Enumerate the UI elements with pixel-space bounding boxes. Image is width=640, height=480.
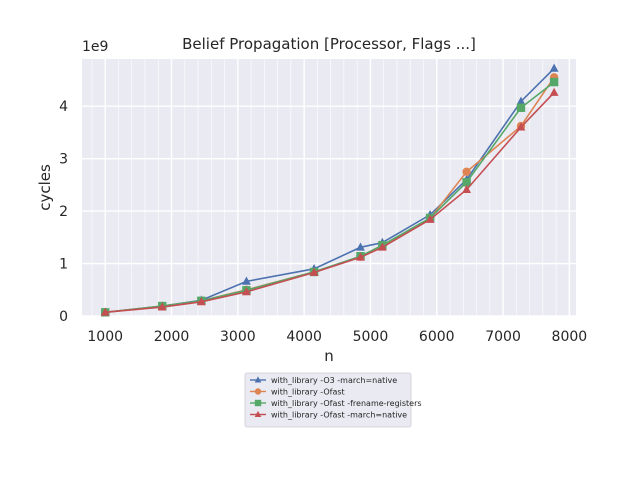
data-point [356, 252, 365, 261]
legend-box [244, 372, 412, 428]
data-point [196, 297, 206, 306]
x-axis-label: n [324, 347, 334, 365]
data-point [549, 77, 559, 87]
legend-label: with_library -O3 -march=native [271, 376, 397, 385]
data-point [309, 267, 319, 276]
legend-label: with_library -Ofast -frename-registers [271, 399, 422, 408]
x-tick-label: 8000 [552, 329, 588, 345]
data-point [377, 242, 387, 251]
data-point [356, 242, 365, 251]
legend-label: with_library -Ofast [271, 388, 345, 397]
data-point [516, 122, 526, 131]
y-axis-label: cycles [36, 164, 54, 211]
x-tick-label: 5000 [353, 329, 389, 345]
data-point [516, 103, 526, 112]
data-point [516, 96, 526, 105]
chart-title: Belief Propagation [Processor, Flags ...… [182, 35, 476, 53]
data-point [242, 287, 251, 296]
y-tick-labels: 0 1 2 3 4 [59, 99, 68, 325]
y-tick-label: 4 [59, 99, 68, 115]
x-tick-label: 7000 [485, 329, 521, 345]
x-tick-labels: 1000 2000 3000 4000 5000 6000 7000 8000 [87, 329, 587, 345]
legend-marker [254, 399, 262, 407]
data-point [462, 167, 471, 176]
x-tick-label: 3000 [220, 329, 256, 345]
legend-marker [254, 410, 262, 418]
legend: with_library -O3 -march=native with_libra… [244, 372, 422, 428]
legend-item: with_library -Ofast -frename-registers [250, 399, 422, 408]
x-tick-label: 4000 [286, 329, 322, 345]
plot-background [82, 59, 576, 316]
legend-marker [254, 388, 262, 395]
legend-marker [254, 376, 262, 383]
series-4 [100, 87, 559, 316]
legend-item: with_library -O3 -march=native [250, 376, 397, 385]
data-point [100, 307, 110, 316]
data-point [462, 184, 472, 193]
legend-label: with_library -Ofast -march=native [271, 411, 407, 420]
y-tick-label: 2 [59, 204, 68, 220]
x-tick-label: 2000 [154, 329, 190, 345]
data-point [549, 87, 559, 96]
data-point [425, 214, 435, 223]
y-tick-label: 3 [59, 152, 68, 168]
x-tick-label: 1000 [87, 329, 123, 345]
y-multiplier-label: 1e9 [82, 39, 108, 55]
data-point [549, 63, 559, 72]
x-tick-label: 6000 [419, 329, 455, 345]
legend-item: with_library -Ofast [250, 388, 345, 397]
data-point [242, 276, 251, 285]
series-layer [100, 63, 559, 317]
y-tick-label: 0 [59, 309, 68, 325]
y-tick-label: 1 [59, 257, 68, 273]
data-point [157, 302, 167, 311]
data-point [462, 178, 471, 187]
legend-item: with_library -Ofast -march=native [250, 411, 407, 420]
